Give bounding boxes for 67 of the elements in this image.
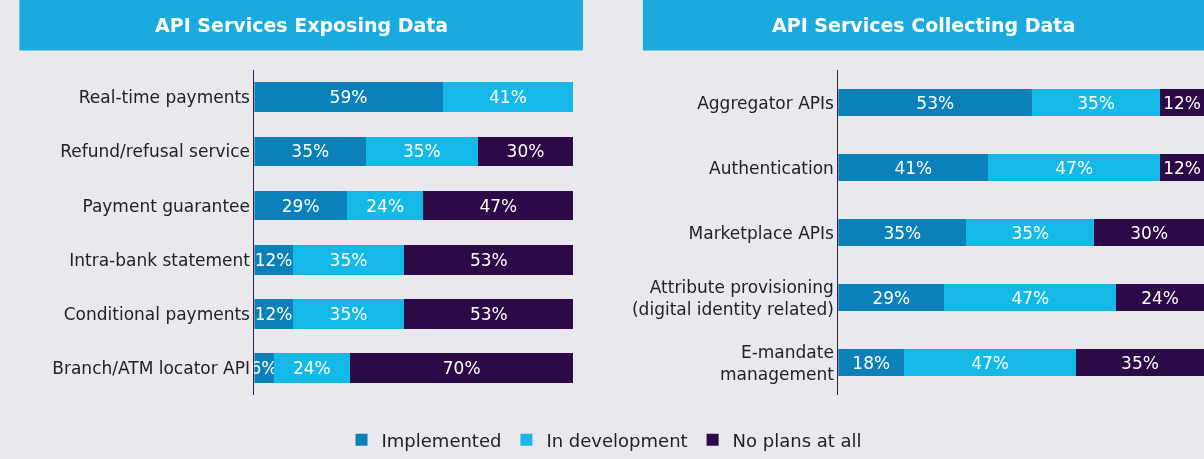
data-label: 35% xyxy=(402,141,441,162)
bar xyxy=(404,299,574,329)
data-label: 35% xyxy=(291,141,330,162)
bar xyxy=(838,89,1033,117)
data-label: 41% xyxy=(489,87,527,108)
bar xyxy=(442,82,574,113)
bar xyxy=(966,219,1095,247)
y-tick-label: Refund/refusal service xyxy=(60,141,250,162)
chart-title: API Services Collecting Data xyxy=(772,14,1076,36)
bar xyxy=(988,154,1161,182)
y-tick-label: Marketplace APIs xyxy=(688,222,835,243)
y-tick-label: Real-time payments xyxy=(78,87,251,108)
data-label: 35% xyxy=(329,303,368,324)
data-label: 53% xyxy=(469,303,508,324)
bar xyxy=(1032,89,1161,117)
bar xyxy=(292,299,405,329)
legend-label: No plans at all xyxy=(732,429,862,451)
bar xyxy=(838,219,967,247)
bar xyxy=(404,244,574,275)
data-label: 35% xyxy=(1077,92,1116,113)
data-label: 29% xyxy=(872,287,911,308)
bar xyxy=(423,190,574,221)
y-tick-label: Attribute provisioning (digital identity related) xyxy=(632,276,834,319)
y-tick-label: Payment guarantee xyxy=(82,195,250,216)
chart-title: API Services Exposing Data xyxy=(155,14,449,36)
data-label: 12% xyxy=(254,249,293,270)
data-label: 12% xyxy=(1163,157,1201,178)
data-label: 29% xyxy=(281,195,320,216)
data-label: 12% xyxy=(1163,92,1201,113)
data-label: 47% xyxy=(1011,287,1050,308)
data-label: 35% xyxy=(1011,222,1050,243)
bar xyxy=(292,244,405,275)
data-label: 70% xyxy=(442,358,481,379)
data-label: 53% xyxy=(469,249,508,270)
legend-label: In development xyxy=(546,429,688,451)
data-label: 24% xyxy=(1141,287,1180,308)
y-tick-label: E-mandate management xyxy=(720,341,835,384)
legend-label: Implemented xyxy=(381,429,502,451)
data-label: 24% xyxy=(292,358,331,379)
bar xyxy=(1076,348,1204,377)
bar xyxy=(1094,219,1204,247)
data-label: 30% xyxy=(1130,222,1169,243)
data-label: 35% xyxy=(883,222,922,243)
data-label: 35% xyxy=(1121,352,1159,373)
y-tick-label: Authentication xyxy=(709,157,834,178)
bar xyxy=(366,136,478,167)
bar xyxy=(904,348,1076,377)
data-label: 41% xyxy=(894,157,933,178)
bar xyxy=(273,353,351,383)
data-label: 35% xyxy=(329,249,368,270)
data-label: 47% xyxy=(479,195,518,216)
y-tick-label: Intra-bank statement xyxy=(69,249,251,270)
bar xyxy=(838,154,989,182)
data-label: 47% xyxy=(1055,157,1094,178)
bar xyxy=(254,82,443,113)
y-tick-label: Aggregator APIs xyxy=(697,92,835,113)
data-label: 53% xyxy=(916,92,955,113)
data-label: 24% xyxy=(366,195,405,216)
data-label: 30% xyxy=(506,141,545,162)
y-tick-label: Branch/ATM locator API xyxy=(52,357,250,378)
y-tick-label: Conditional payments xyxy=(63,303,251,324)
data-label: 47% xyxy=(971,352,1009,373)
bar xyxy=(350,353,574,383)
data-label: 18% xyxy=(852,352,891,373)
data-label: 12% xyxy=(254,303,293,324)
data-label: 59% xyxy=(329,87,368,108)
bar xyxy=(944,284,1117,312)
